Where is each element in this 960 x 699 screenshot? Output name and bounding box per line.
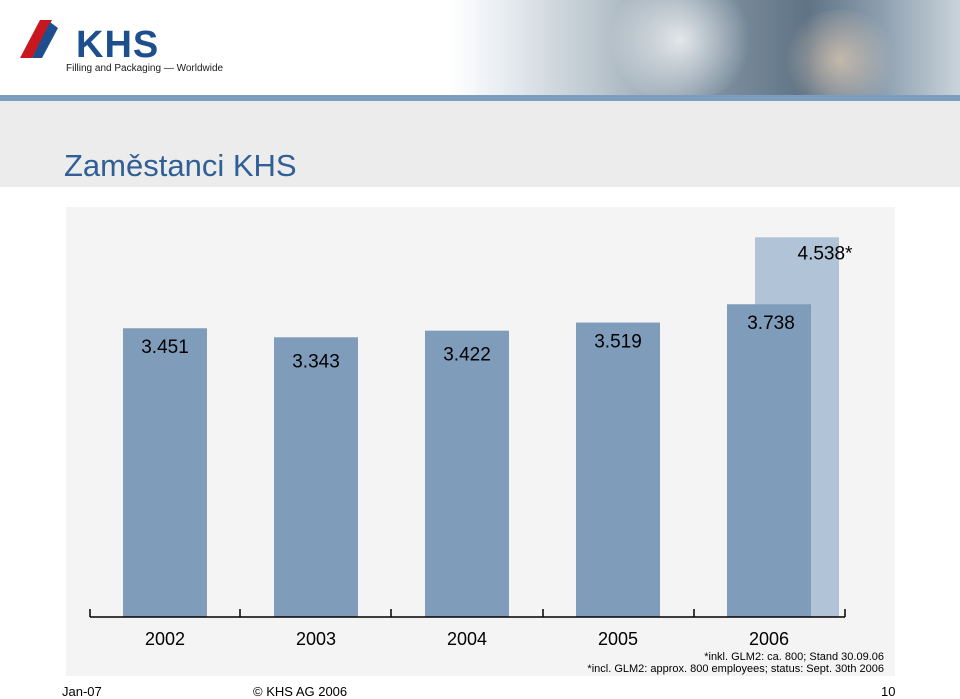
bar-2002	[123, 328, 207, 617]
title-band	[0, 101, 960, 187]
data-label-2003: 3.343	[292, 351, 340, 372]
data-label-2006-incl-glm2: 4.538*	[798, 243, 854, 264]
khs-logo: KHS Filling and Packaging — Worldwide	[18, 18, 223, 78]
bar-2005	[576, 322, 660, 617]
logo-mark-icon	[20, 20, 58, 58]
x-tick-label-2003: 2003	[296, 629, 336, 649]
header-rule	[0, 95, 960, 101]
header-photo	[450, 0, 960, 95]
data-label-2002: 3.451	[141, 337, 189, 358]
footer-copyright: © KHS AG 2006	[253, 684, 348, 699]
logo-text: KHS	[76, 24, 160, 66]
data-label-2005: 3.519	[594, 332, 642, 353]
x-tick-label-2005: 2005	[598, 629, 638, 649]
page-title: Zaměstanci KHS	[64, 148, 297, 183]
bar-2003	[274, 337, 358, 617]
page-number: 10	[881, 684, 896, 699]
logo-tagline: Filling and Packaging — Worldwide	[66, 63, 224, 74]
data-label-2006: 3.738	[747, 313, 795, 334]
header: KHS Filling and Packaging — Worldwide	[0, 0, 960, 95]
x-tick-label-2004: 2004	[447, 629, 487, 649]
footnote-cz: *inkl. GLM2: ca. 800; Stand 30.09.06	[704, 651, 884, 663]
bar-2006	[727, 304, 811, 617]
x-tick-label-2002: 2002	[145, 629, 185, 649]
footer-date: Jan-07	[62, 684, 102, 699]
x-tick-label-2006: 2006	[749, 629, 789, 649]
data-label-2004: 3.422	[443, 345, 491, 366]
footnote-en: *incl. GLM2: approx. 800 employees; stat…	[587, 663, 884, 675]
bar-2004	[425, 330, 509, 617]
